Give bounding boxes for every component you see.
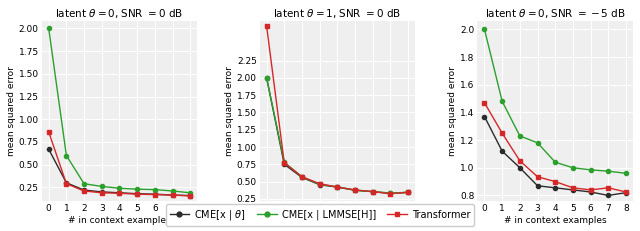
- Y-axis label: mean squared error: mean squared error: [225, 66, 234, 156]
- X-axis label: # in context examples: # in context examples: [286, 216, 388, 225]
- Legend: CME[x | $\theta$], CME[x | LMMSE[H]], Transformer: CME[x | $\theta$], CME[x | LMMSE[H]], Tr…: [166, 204, 474, 226]
- Y-axis label: mean squared error: mean squared error: [7, 66, 16, 156]
- X-axis label: # in context examples: # in context examples: [68, 216, 171, 225]
- X-axis label: # in context examples: # in context examples: [504, 216, 607, 225]
- Y-axis label: mean squared error: mean squared error: [449, 66, 458, 156]
- Title: latent $\theta = 1$, SNR $= 0$ dB: latent $\theta = 1$, SNR $= 0$ dB: [273, 7, 401, 20]
- Title: latent $\theta = 0$, SNR $= -5$ dB: latent $\theta = 0$, SNR $= -5$ dB: [485, 7, 625, 20]
- Title: latent $\theta = 0$, SNR $= 0$ dB: latent $\theta = 0$, SNR $= 0$ dB: [56, 7, 184, 20]
